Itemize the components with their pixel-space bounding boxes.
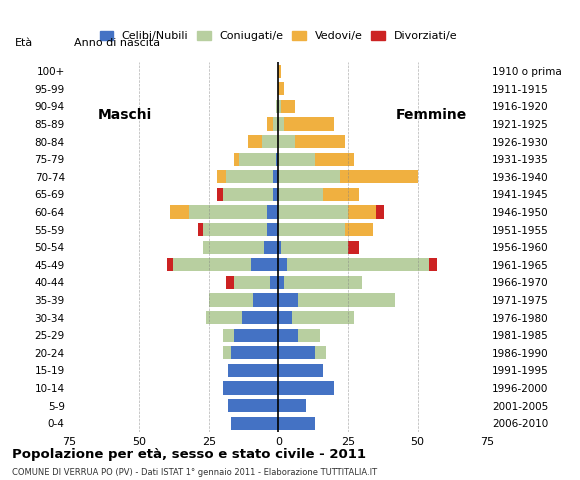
- Bar: [281, 100, 295, 113]
- Bar: [231, 417, 278, 430]
- Bar: [278, 100, 281, 113]
- Text: Popolazione per età, sesso e stato civile - 2011: Popolazione per età, sesso e stato civil…: [12, 448, 365, 461]
- Bar: [209, 293, 253, 307]
- Text: COMUNE DI VERRUA PO (PV) - Dati ISTAT 1° gennaio 2011 - Elaborazione TUTTITALIA.: COMUNE DI VERRUA PO (PV) - Dati ISTAT 1°…: [12, 468, 377, 477]
- Text: Maschi: Maschi: [98, 108, 153, 122]
- Bar: [345, 223, 373, 236]
- Bar: [278, 329, 298, 342]
- Bar: [278, 258, 287, 271]
- Bar: [189, 205, 267, 218]
- Bar: [217, 170, 226, 183]
- Bar: [264, 240, 278, 254]
- Bar: [298, 293, 396, 307]
- Bar: [278, 399, 306, 412]
- Bar: [267, 205, 278, 218]
- Bar: [314, 153, 354, 166]
- Bar: [273, 118, 278, 131]
- Bar: [281, 240, 348, 254]
- Bar: [278, 223, 345, 236]
- Bar: [295, 135, 345, 148]
- Bar: [223, 382, 278, 395]
- Bar: [234, 153, 240, 166]
- Bar: [284, 118, 334, 131]
- Bar: [287, 258, 429, 271]
- Bar: [376, 205, 384, 218]
- Bar: [206, 311, 242, 324]
- Bar: [231, 346, 278, 360]
- Text: Età: Età: [15, 37, 34, 48]
- Bar: [226, 170, 273, 183]
- Bar: [278, 417, 314, 430]
- Bar: [348, 240, 359, 254]
- Bar: [240, 153, 276, 166]
- Bar: [278, 364, 323, 377]
- Bar: [340, 170, 418, 183]
- Bar: [278, 118, 284, 131]
- Bar: [284, 276, 362, 289]
- Bar: [278, 311, 292, 324]
- Legend: Celibi/Nubili, Coniugati/e, Vedovi/e, Divorziati/e: Celibi/Nubili, Coniugati/e, Vedovi/e, Di…: [100, 31, 457, 41]
- Bar: [278, 153, 314, 166]
- Bar: [223, 346, 231, 360]
- Text: Femmine: Femmine: [396, 108, 467, 122]
- Bar: [262, 135, 278, 148]
- Bar: [278, 82, 284, 96]
- Bar: [298, 329, 320, 342]
- Bar: [173, 258, 251, 271]
- Text: Anno di nascita: Anno di nascita: [74, 37, 160, 48]
- Bar: [203, 223, 267, 236]
- Bar: [229, 399, 278, 412]
- Bar: [278, 240, 281, 254]
- Bar: [278, 135, 295, 148]
- Bar: [278, 170, 340, 183]
- Bar: [348, 205, 376, 218]
- Bar: [267, 223, 278, 236]
- Bar: [270, 276, 278, 289]
- Bar: [170, 205, 189, 218]
- Bar: [253, 293, 278, 307]
- Bar: [276, 153, 278, 166]
- Bar: [267, 118, 273, 131]
- Bar: [323, 188, 359, 201]
- Bar: [203, 240, 264, 254]
- Bar: [198, 223, 203, 236]
- Bar: [234, 276, 270, 289]
- Bar: [273, 188, 278, 201]
- Bar: [429, 258, 437, 271]
- Bar: [278, 65, 281, 78]
- Bar: [278, 188, 323, 201]
- Bar: [167, 258, 173, 271]
- Bar: [314, 346, 326, 360]
- Bar: [278, 276, 284, 289]
- Bar: [229, 364, 278, 377]
- Bar: [276, 100, 278, 113]
- Bar: [234, 329, 278, 342]
- Bar: [226, 276, 234, 289]
- Bar: [278, 205, 348, 218]
- Bar: [217, 188, 223, 201]
- Bar: [278, 382, 334, 395]
- Bar: [292, 311, 354, 324]
- Bar: [248, 135, 262, 148]
- Bar: [273, 170, 278, 183]
- Bar: [223, 329, 234, 342]
- Bar: [223, 188, 273, 201]
- Bar: [251, 258, 278, 271]
- Bar: [242, 311, 278, 324]
- Bar: [278, 293, 298, 307]
- Bar: [278, 346, 314, 360]
